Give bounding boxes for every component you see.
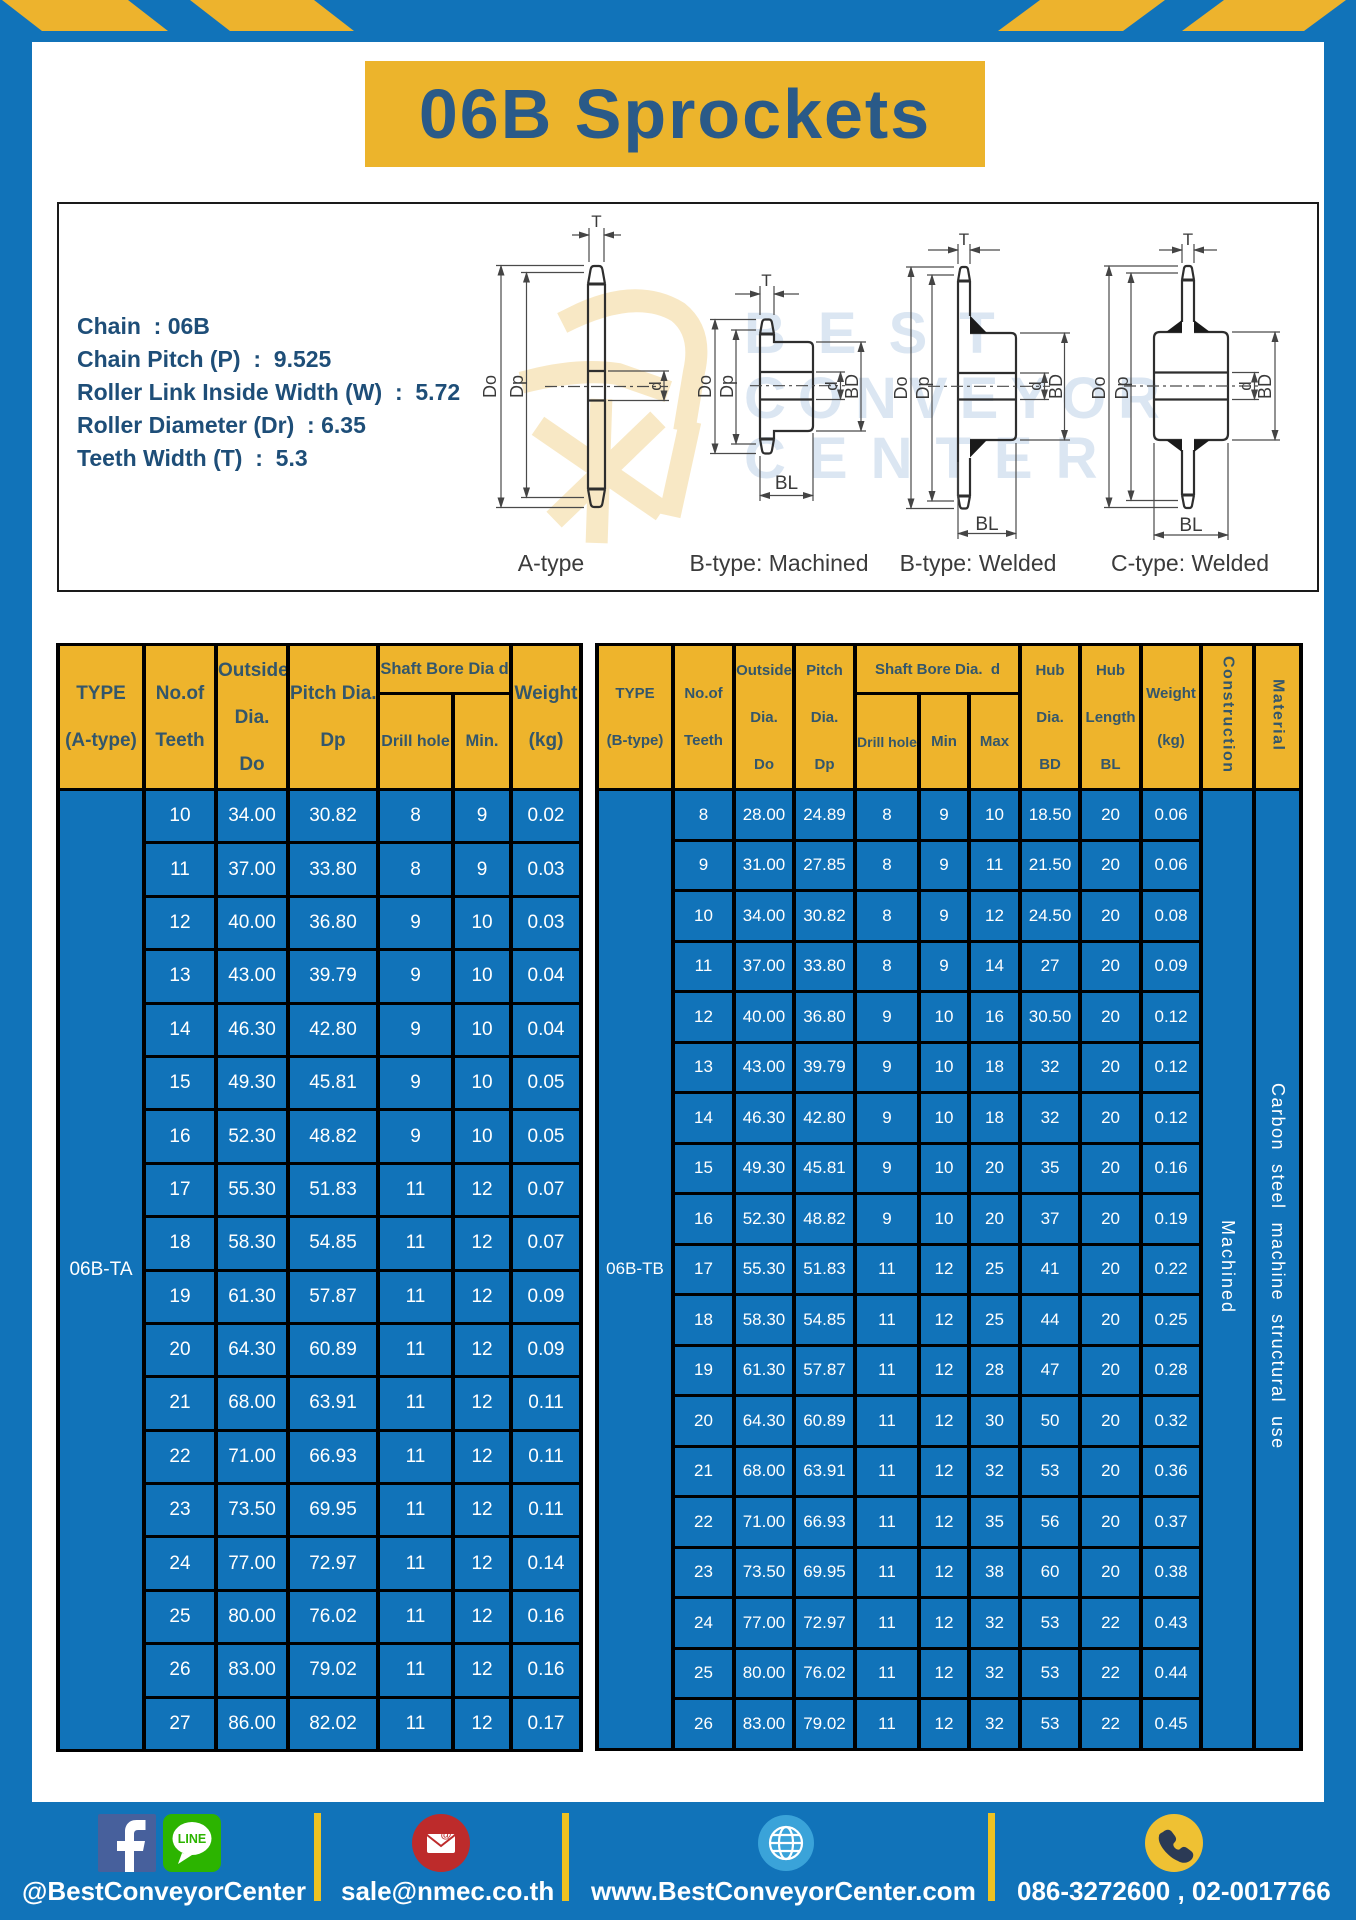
svg-text:Dp: Dp bbox=[1112, 376, 1132, 399]
svg-text:Do: Do bbox=[891, 376, 911, 399]
svg-text:T: T bbox=[591, 212, 601, 231]
svg-text:BL: BL bbox=[1179, 515, 1202, 536]
svg-text:T: T bbox=[1183, 230, 1193, 249]
svg-text:BL: BL bbox=[975, 514, 998, 535]
svg-text:B-type: Welded: B-type: Welded bbox=[900, 550, 1057, 576]
svg-text:d: d bbox=[1236, 381, 1255, 390]
svg-text:BL: BL bbox=[775, 473, 798, 494]
svg-text:T: T bbox=[761, 271, 771, 290]
svg-text:CENTER: CENTER bbox=[744, 426, 1120, 491]
svg-text:BD: BD bbox=[1046, 374, 1066, 399]
svg-text:A-type: A-type bbox=[518, 550, 584, 576]
svg-text:Dp: Dp bbox=[717, 375, 737, 398]
svg-text:Do: Do bbox=[480, 375, 500, 398]
svg-text:LINE: LINE bbox=[178, 1832, 206, 1846]
svg-text:Do: Do bbox=[695, 375, 715, 398]
svg-text:Do: Do bbox=[1089, 376, 1109, 399]
svg-text:BD: BD bbox=[1255, 374, 1275, 399]
svg-text:d: d bbox=[1026, 381, 1045, 390]
svg-text:d: d bbox=[822, 381, 841, 390]
svg-text:Dp: Dp bbox=[507, 375, 527, 398]
svg-text:T: T bbox=[959, 230, 969, 249]
svg-text:Dp: Dp bbox=[913, 376, 933, 399]
svg-text:BD: BD bbox=[842, 374, 862, 399]
svg-text:d: d bbox=[646, 381, 665, 390]
svg-text:BEST: BEST bbox=[744, 301, 1027, 366]
svg-text:C-type: Welded: C-type: Welded bbox=[1111, 550, 1269, 576]
svg-text:@: @ bbox=[441, 1829, 452, 1841]
svg-text:B-type: Machined: B-type: Machined bbox=[690, 550, 869, 576]
